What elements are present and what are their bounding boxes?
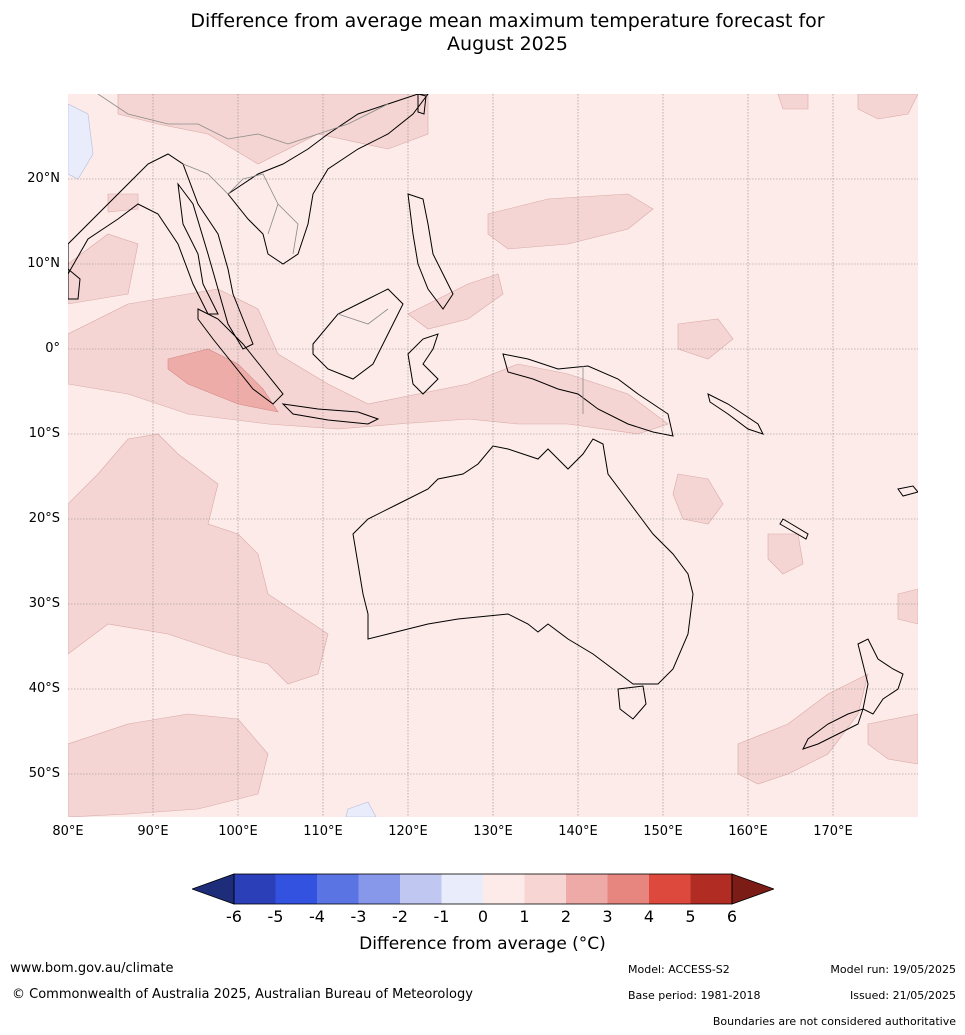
colorbar-tick-label: 6 bbox=[726, 907, 738, 926]
lon-label-100e: 100°E bbox=[218, 824, 258, 839]
colorbar-cell bbox=[275, 874, 318, 904]
colorbar bbox=[192, 873, 774, 905]
lon-label-150e: 150°E bbox=[643, 824, 683, 839]
lon-label-90e: 90°E bbox=[137, 824, 169, 839]
lon-label-140e: 140°E bbox=[558, 824, 598, 839]
sulawesi-coast bbox=[407, 333, 439, 395]
map-svg bbox=[68, 94, 918, 817]
footer-website: www.bom.gov.au/climate bbox=[10, 961, 174, 976]
anomaly-2-3-regions bbox=[167, 348, 279, 413]
borneo-coast bbox=[312, 288, 404, 380]
java-coast bbox=[281, 403, 380, 425]
map-panel bbox=[68, 94, 918, 817]
footer-model: Model: ACCESS-S2 bbox=[628, 963, 730, 976]
anomaly-negative-regions bbox=[68, 103, 377, 817]
new-caledonia-coast bbox=[779, 518, 809, 540]
lon-label-120e: 120°E bbox=[388, 824, 428, 839]
nz-north-coast bbox=[857, 638, 904, 715]
new-guinea-coast bbox=[502, 353, 674, 437]
coastlines bbox=[68, 94, 918, 750]
lon-label-170e: 170°E bbox=[813, 824, 853, 839]
title-line-1: Difference from average mean maximum tem… bbox=[190, 10, 825, 32]
taiwan-coast bbox=[417, 94, 427, 115]
colorbar-cell bbox=[607, 874, 650, 904]
nz-south-coast bbox=[802, 708, 864, 750]
indochina-coast bbox=[227, 94, 429, 265]
lon-label-160e: 160°E bbox=[728, 824, 768, 839]
colorbar-tick-label: 1 bbox=[519, 907, 530, 926]
colorbar-tick-label: -6 bbox=[226, 907, 242, 926]
lat-label-10n: 10°N bbox=[27, 256, 60, 271]
lat-label-0: 0° bbox=[45, 341, 60, 356]
lat-label-20n: 20°N bbox=[27, 171, 60, 186]
lon-label-110e: 110°E bbox=[303, 824, 343, 839]
colorbar-cell bbox=[400, 874, 442, 904]
se-asia-coast bbox=[68, 153, 254, 350]
footer-issued: Issued: 21/05/2025 bbox=[849, 989, 956, 1002]
lon-label-130e: 130°E bbox=[473, 824, 513, 839]
colorbar-cell bbox=[649, 874, 691, 904]
colorbar-tick-label: -3 bbox=[350, 907, 367, 926]
colorbar-cell bbox=[566, 874, 608, 904]
colorbar-frame bbox=[233, 873, 733, 905]
title-line-2: August 2025 bbox=[447, 33, 568, 55]
footer-model-run: Model run: 19/05/2025 bbox=[830, 963, 956, 976]
lat-label-30s: 30°S bbox=[28, 596, 60, 611]
colorbar-label: Difference from average (°C) bbox=[359, 934, 606, 954]
footer-disclaimer: Boundaries are not considered authoritat… bbox=[712, 1015, 956, 1028]
sri-lanka-coast bbox=[68, 268, 81, 300]
colorbar-cell bbox=[524, 874, 567, 904]
colorbar-cell bbox=[234, 874, 276, 904]
anomaly-1-2-regions bbox=[68, 94, 918, 817]
colorbar-tick-label: 0 bbox=[477, 907, 489, 926]
graticule bbox=[68, 94, 918, 817]
tasmania-coast bbox=[617, 685, 647, 720]
colorbar-tick-label: 4 bbox=[643, 907, 655, 926]
colorbar-tick-label: 3 bbox=[602, 907, 613, 926]
philippines-coast bbox=[407, 193, 454, 310]
colorbar-cell bbox=[441, 874, 484, 904]
australia-coast bbox=[352, 438, 694, 685]
lat-label-40s: 40°S bbox=[28, 681, 60, 696]
colorbar-tick-label: -5 bbox=[267, 907, 284, 926]
colorbar-tick-label: -1 bbox=[433, 907, 450, 926]
lat-label-50s: 50°S bbox=[28, 766, 60, 781]
colorbar-tick-label: 2 bbox=[560, 907, 572, 926]
footer-base-period: Base period: 1981-2018 bbox=[628, 989, 761, 1002]
country-borders bbox=[97, 94, 584, 414]
colorbar-tick-label: 5 bbox=[685, 907, 696, 926]
colorbar-cell bbox=[483, 874, 525, 904]
map-title: Difference from average mean maximum tem… bbox=[0, 10, 965, 56]
lat-label-10s: 10°S bbox=[28, 426, 60, 441]
colorbar-cell bbox=[690, 874, 733, 904]
colorbar-extend-high bbox=[731, 873, 774, 905]
colorbar-tick-label: -2 bbox=[392, 907, 408, 926]
lon-label-80e: 80°E bbox=[52, 824, 84, 839]
fiji-coast bbox=[897, 485, 918, 497]
footer-copyright: © Commonwealth of Australia 2025, Austra… bbox=[12, 987, 473, 1002]
lat-label-20s: 20°S bbox=[28, 511, 60, 526]
solomon-islands-coast bbox=[707, 393, 764, 435]
colorbar-cell bbox=[317, 874, 359, 904]
colorbar-cell bbox=[358, 874, 401, 904]
colorbar-tick-label: -4 bbox=[309, 907, 325, 926]
colorbar-extend-low bbox=[192, 873, 235, 905]
